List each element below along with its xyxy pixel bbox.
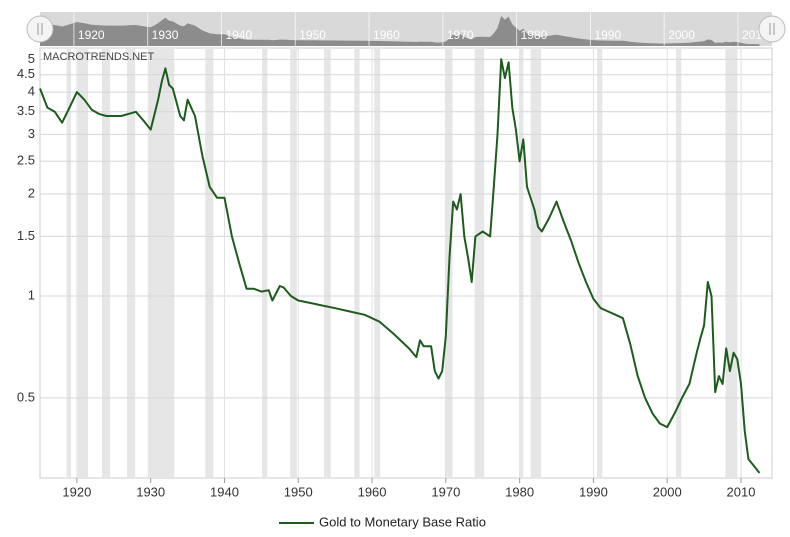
y-tick-label: 2.5 — [17, 153, 35, 168]
recession-band — [676, 48, 682, 478]
x-tick-label: 1930 — [136, 484, 165, 499]
navigator-handle[interactable] — [26, 15, 54, 43]
handle-circle — [758, 15, 786, 43]
y-tick-label: 3.5 — [17, 103, 35, 118]
x-tick-label: 1940 — [210, 484, 239, 499]
grid — [40, 48, 772, 478]
x-tick-label: 1960 — [358, 484, 387, 499]
y-tick-label: 1.5 — [17, 228, 35, 243]
y-tick-label: 3 — [28, 126, 35, 141]
recession-band — [324, 48, 331, 478]
y-tick-label: 4.5 — [17, 66, 35, 81]
x-tick-label: 1990 — [579, 484, 608, 499]
navigator-label: 1960 — [373, 28, 400, 42]
handle-circle — [26, 15, 54, 43]
recession-band — [530, 48, 542, 478]
recession-band — [519, 48, 524, 478]
x-tick-label: 1950 — [284, 484, 313, 499]
recession-band — [354, 48, 360, 478]
legend[interactable]: Gold to Monetary Base Ratio — [279, 514, 486, 529]
navigator-label: 1940 — [225, 28, 252, 42]
recession-band — [290, 48, 297, 478]
recession-band — [597, 48, 603, 478]
recession-band — [725, 48, 738, 478]
recession-band — [374, 48, 381, 478]
y-tick-label: 0.5 — [17, 389, 35, 404]
navigator-area — [40, 16, 760, 46]
y-tick-label: 1 — [28, 287, 35, 302]
legend-label: Gold to Monetary Base Ratio — [319, 514, 486, 529]
recession-band — [101, 48, 111, 478]
recession-band — [262, 48, 268, 478]
recession-band — [474, 48, 485, 478]
navigator-label: 1970 — [447, 28, 474, 42]
navigator-label: 1920 — [78, 28, 105, 42]
series-line — [39, 58, 761, 474]
recession-band — [77, 48, 88, 478]
recession-band — [147, 48, 175, 478]
recession-band — [66, 48, 71, 478]
navigator[interactable]: 1920 1930 1940 1950 1960 1970 1980 1990 2000 2010 — [26, 12, 786, 46]
recession-band — [127, 48, 136, 478]
x-tick-label: 1920 — [62, 484, 91, 499]
navigator-label: 2000 — [668, 28, 695, 42]
y-tick-label: 5 — [28, 51, 35, 66]
navigator-label: 1990 — [594, 28, 621, 42]
x-tick-label: 2010 — [727, 484, 756, 499]
navigator-handle[interactable] — [758, 15, 786, 43]
recession-band — [205, 48, 214, 478]
navigator-label: 1980 — [521, 28, 548, 42]
x-tick-label: 1980 — [505, 484, 534, 499]
series — [39, 58, 761, 474]
x-tick-label: 1970 — [431, 484, 460, 499]
navigator-label: 1930 — [152, 28, 179, 42]
navigator-label: 1950 — [299, 28, 326, 42]
watermark: MACROTRENDS.NET — [43, 51, 155, 63]
y-tick-label: 2 — [28, 185, 35, 200]
y-tick-label: 4 — [28, 84, 35, 99]
x-tick-label: 2000 — [653, 484, 682, 499]
